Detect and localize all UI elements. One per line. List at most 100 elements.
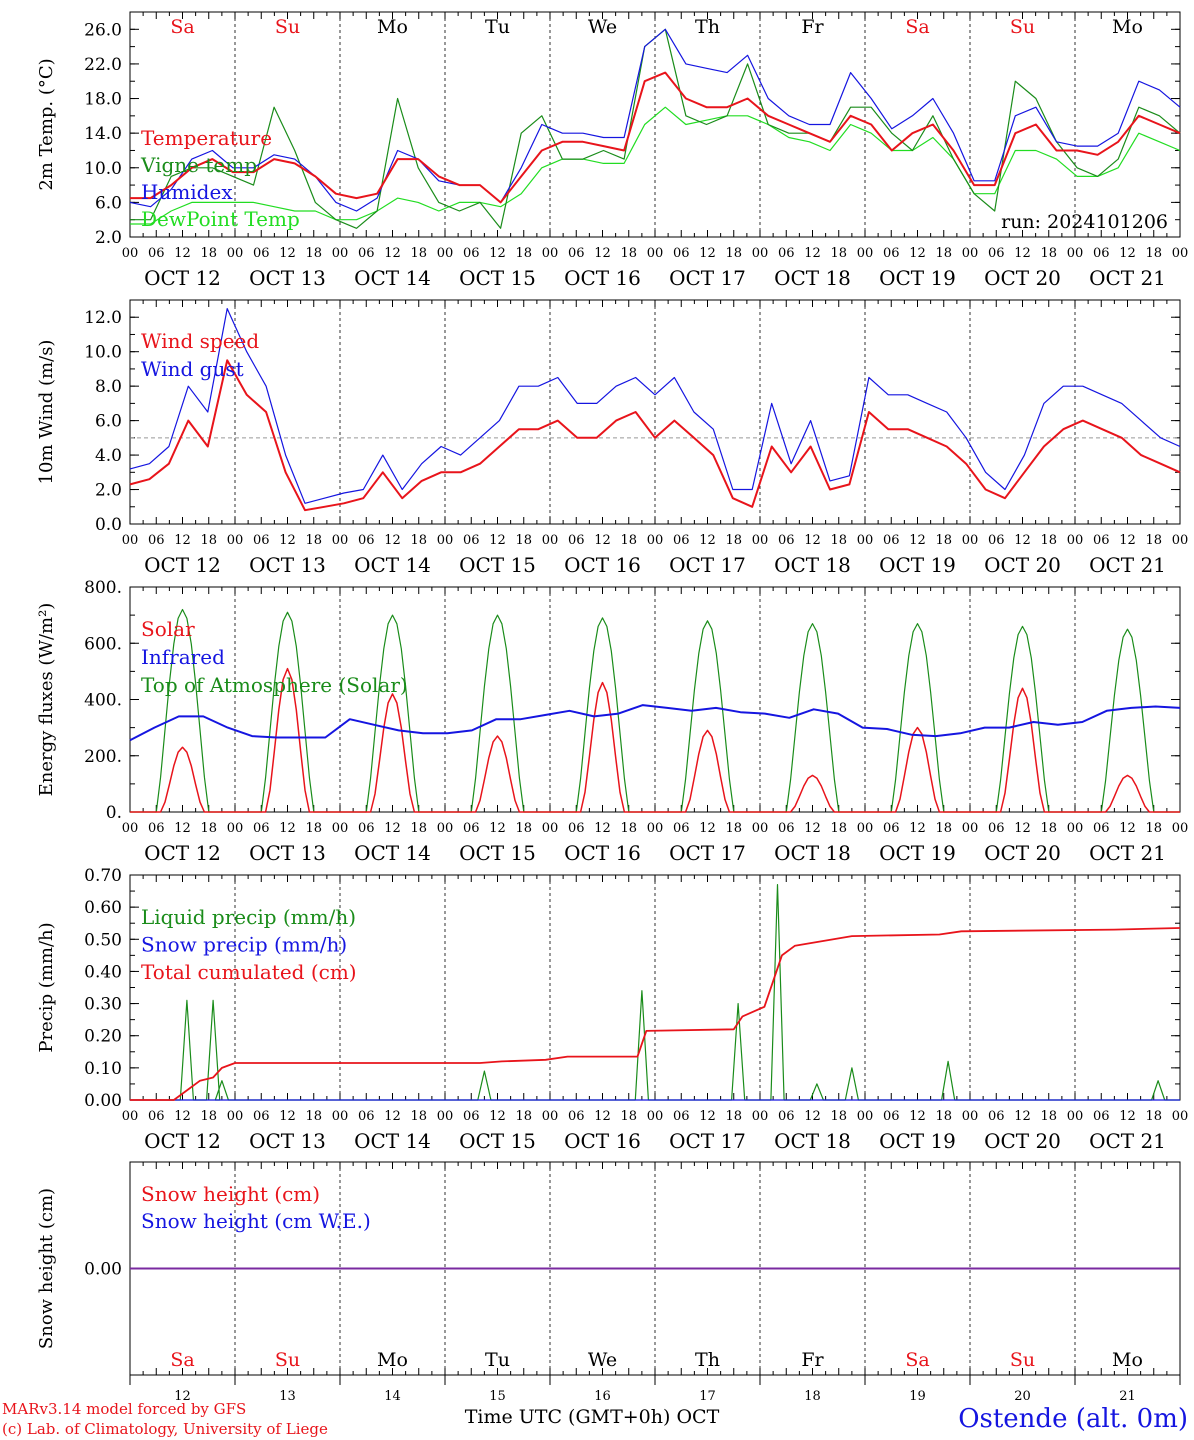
hour-tick-label: 12: [174, 246, 191, 261]
hour-tick-label: 00: [962, 246, 979, 261]
hour-tick-label: 06: [148, 533, 165, 548]
legend-wind-speed: Wind speed: [141, 329, 259, 353]
hour-tick-label: 00: [857, 533, 874, 548]
hour-tick-label: 18: [1145, 533, 1162, 548]
hour-tick-label: 06: [568, 1109, 585, 1124]
hour-tick-label: 18: [305, 1109, 322, 1124]
hour-tick-label: 06: [1093, 1109, 1110, 1124]
hour-tick-label: 00: [227, 821, 244, 836]
series-infrared: [129, 704, 1181, 742]
date-label: OCT 18: [774, 841, 851, 865]
weekday-label: Tu: [485, 1349, 510, 1371]
hour-tick-label: 12: [699, 246, 716, 261]
hour-tick-label: 00: [227, 1109, 244, 1124]
legend-infrared: Infrared: [141, 645, 225, 669]
date-label: OCT 16: [564, 1129, 641, 1153]
hour-tick-label: 12: [489, 533, 506, 548]
hour-tick-label: 12: [279, 533, 296, 548]
hour-tick-label: 12: [1014, 821, 1031, 836]
hour-tick-label: 00: [1067, 1109, 1084, 1124]
hour-tick-label: 18: [620, 821, 637, 836]
hour-tick-label: 06: [778, 821, 795, 836]
hour-tick-label: 00: [542, 533, 559, 548]
y-tick-label: 0.50: [84, 930, 122, 950]
hour-tick-label: 12: [909, 1109, 926, 1124]
hour-tick-label: 18: [515, 246, 532, 261]
date-label: OCT 16: [564, 553, 641, 577]
hour-tick-label: 06: [1093, 246, 1110, 261]
hour-tick-label: 12: [489, 1109, 506, 1124]
date-label: OCT 14: [354, 1129, 431, 1153]
hour-tick-label: 06: [358, 821, 375, 836]
hour-tick-label: 12: [489, 821, 506, 836]
date-label: OCT 17: [669, 1129, 746, 1153]
weekday-label: Su: [1010, 16, 1035, 38]
hour-tick-label: 18: [935, 1109, 952, 1124]
hour-tick-label: 18: [515, 821, 532, 836]
hour-tick-label: 06: [1093, 821, 1110, 836]
hour-tick-label: 00: [962, 1109, 979, 1124]
hour-tick-label: 12: [279, 1109, 296, 1124]
y-tick-label: 0.40: [84, 962, 122, 982]
legend-top-of-atmosphere-solar-: Top of Atmosphere (Solar): [141, 673, 408, 697]
hour-tick-label: 12: [804, 533, 821, 548]
series-temperature: [130, 71, 1181, 204]
hour-tick-label: 06: [253, 246, 270, 261]
date-label: OCT 21: [1089, 266, 1166, 290]
hour-tick-label: 12: [594, 246, 611, 261]
weekday-label: Sa: [170, 16, 194, 38]
y-tick-label: 0.00: [84, 1260, 122, 1280]
date-label: OCT 20: [984, 553, 1061, 577]
date-label: OCT 12: [144, 841, 221, 865]
y-tick-label: 400.: [84, 691, 122, 711]
weekday-label: Mo: [377, 1349, 408, 1371]
hour-tick-label: 06: [148, 821, 165, 836]
weekday-label: Th: [695, 1349, 720, 1371]
hour-tick-label: 12: [384, 1109, 401, 1124]
legend-snow-height-cm-w-e-: Snow height (cm W.E.): [141, 1209, 371, 1233]
y-tick-label: 0.10: [84, 1059, 122, 1079]
station-label: Ostende (alt. 0m): [958, 1404, 1188, 1434]
hour-tick-label: 06: [463, 533, 480, 548]
date-label: OCT 12: [144, 553, 221, 577]
hour-tick-label: 00: [1067, 821, 1084, 836]
hour-tick-label: 18: [410, 246, 427, 261]
hour-tick-label: 06: [883, 533, 900, 548]
hour-tick-label: 12: [804, 246, 821, 261]
hour-tick-label: 06: [673, 1109, 690, 1124]
hour-tick-label: 06: [778, 246, 795, 261]
date-label: OCT 19: [879, 553, 956, 577]
weekday-label: We: [588, 16, 617, 38]
day-number-label: 13: [279, 1389, 296, 1404]
hour-tick-label: 18: [200, 1109, 217, 1124]
y-tick-label: 2.0: [95, 481, 122, 501]
legend-temperature: Temperature: [141, 126, 272, 150]
panel-2-frame: [129, 299, 1181, 525]
legend-snow-height-cm-: Snow height (cm): [141, 1182, 320, 1206]
hour-tick-label: 12: [384, 246, 401, 261]
run-label: run: 2024101206: [1001, 211, 1168, 233]
day-number-label: 17: [699, 1389, 716, 1404]
hour-tick-label: 06: [463, 246, 480, 261]
hour-tick-label: 18: [1040, 533, 1057, 548]
hour-tick-label: 06: [148, 1109, 165, 1124]
y-tick-label: 4.0: [95, 446, 122, 466]
hour-tick-label: 00: [437, 1109, 454, 1124]
panel-3-frame: [129, 586, 1181, 813]
date-label: OCT 17: [669, 553, 746, 577]
y-tick-label: 200.: [84, 747, 122, 767]
hour-tick-label: 18: [935, 821, 952, 836]
hour-tick-label: 00: [752, 246, 769, 261]
y-tick-label: 10.0: [84, 159, 122, 179]
date-label: OCT 13: [249, 1129, 326, 1153]
legend-vigne-temp: Vigne temp: [140, 153, 257, 177]
hour-tick-label: 12: [594, 821, 611, 836]
hour-tick-label: 06: [568, 821, 585, 836]
weekday-label: Mo: [1112, 16, 1143, 38]
hour-tick-label: 06: [883, 1109, 900, 1124]
legend-solar: Solar: [141, 617, 195, 641]
hour-tick-label: 12: [909, 533, 926, 548]
hour-tick-label: 18: [1145, 1109, 1162, 1124]
hour-tick-label: 00: [542, 246, 559, 261]
